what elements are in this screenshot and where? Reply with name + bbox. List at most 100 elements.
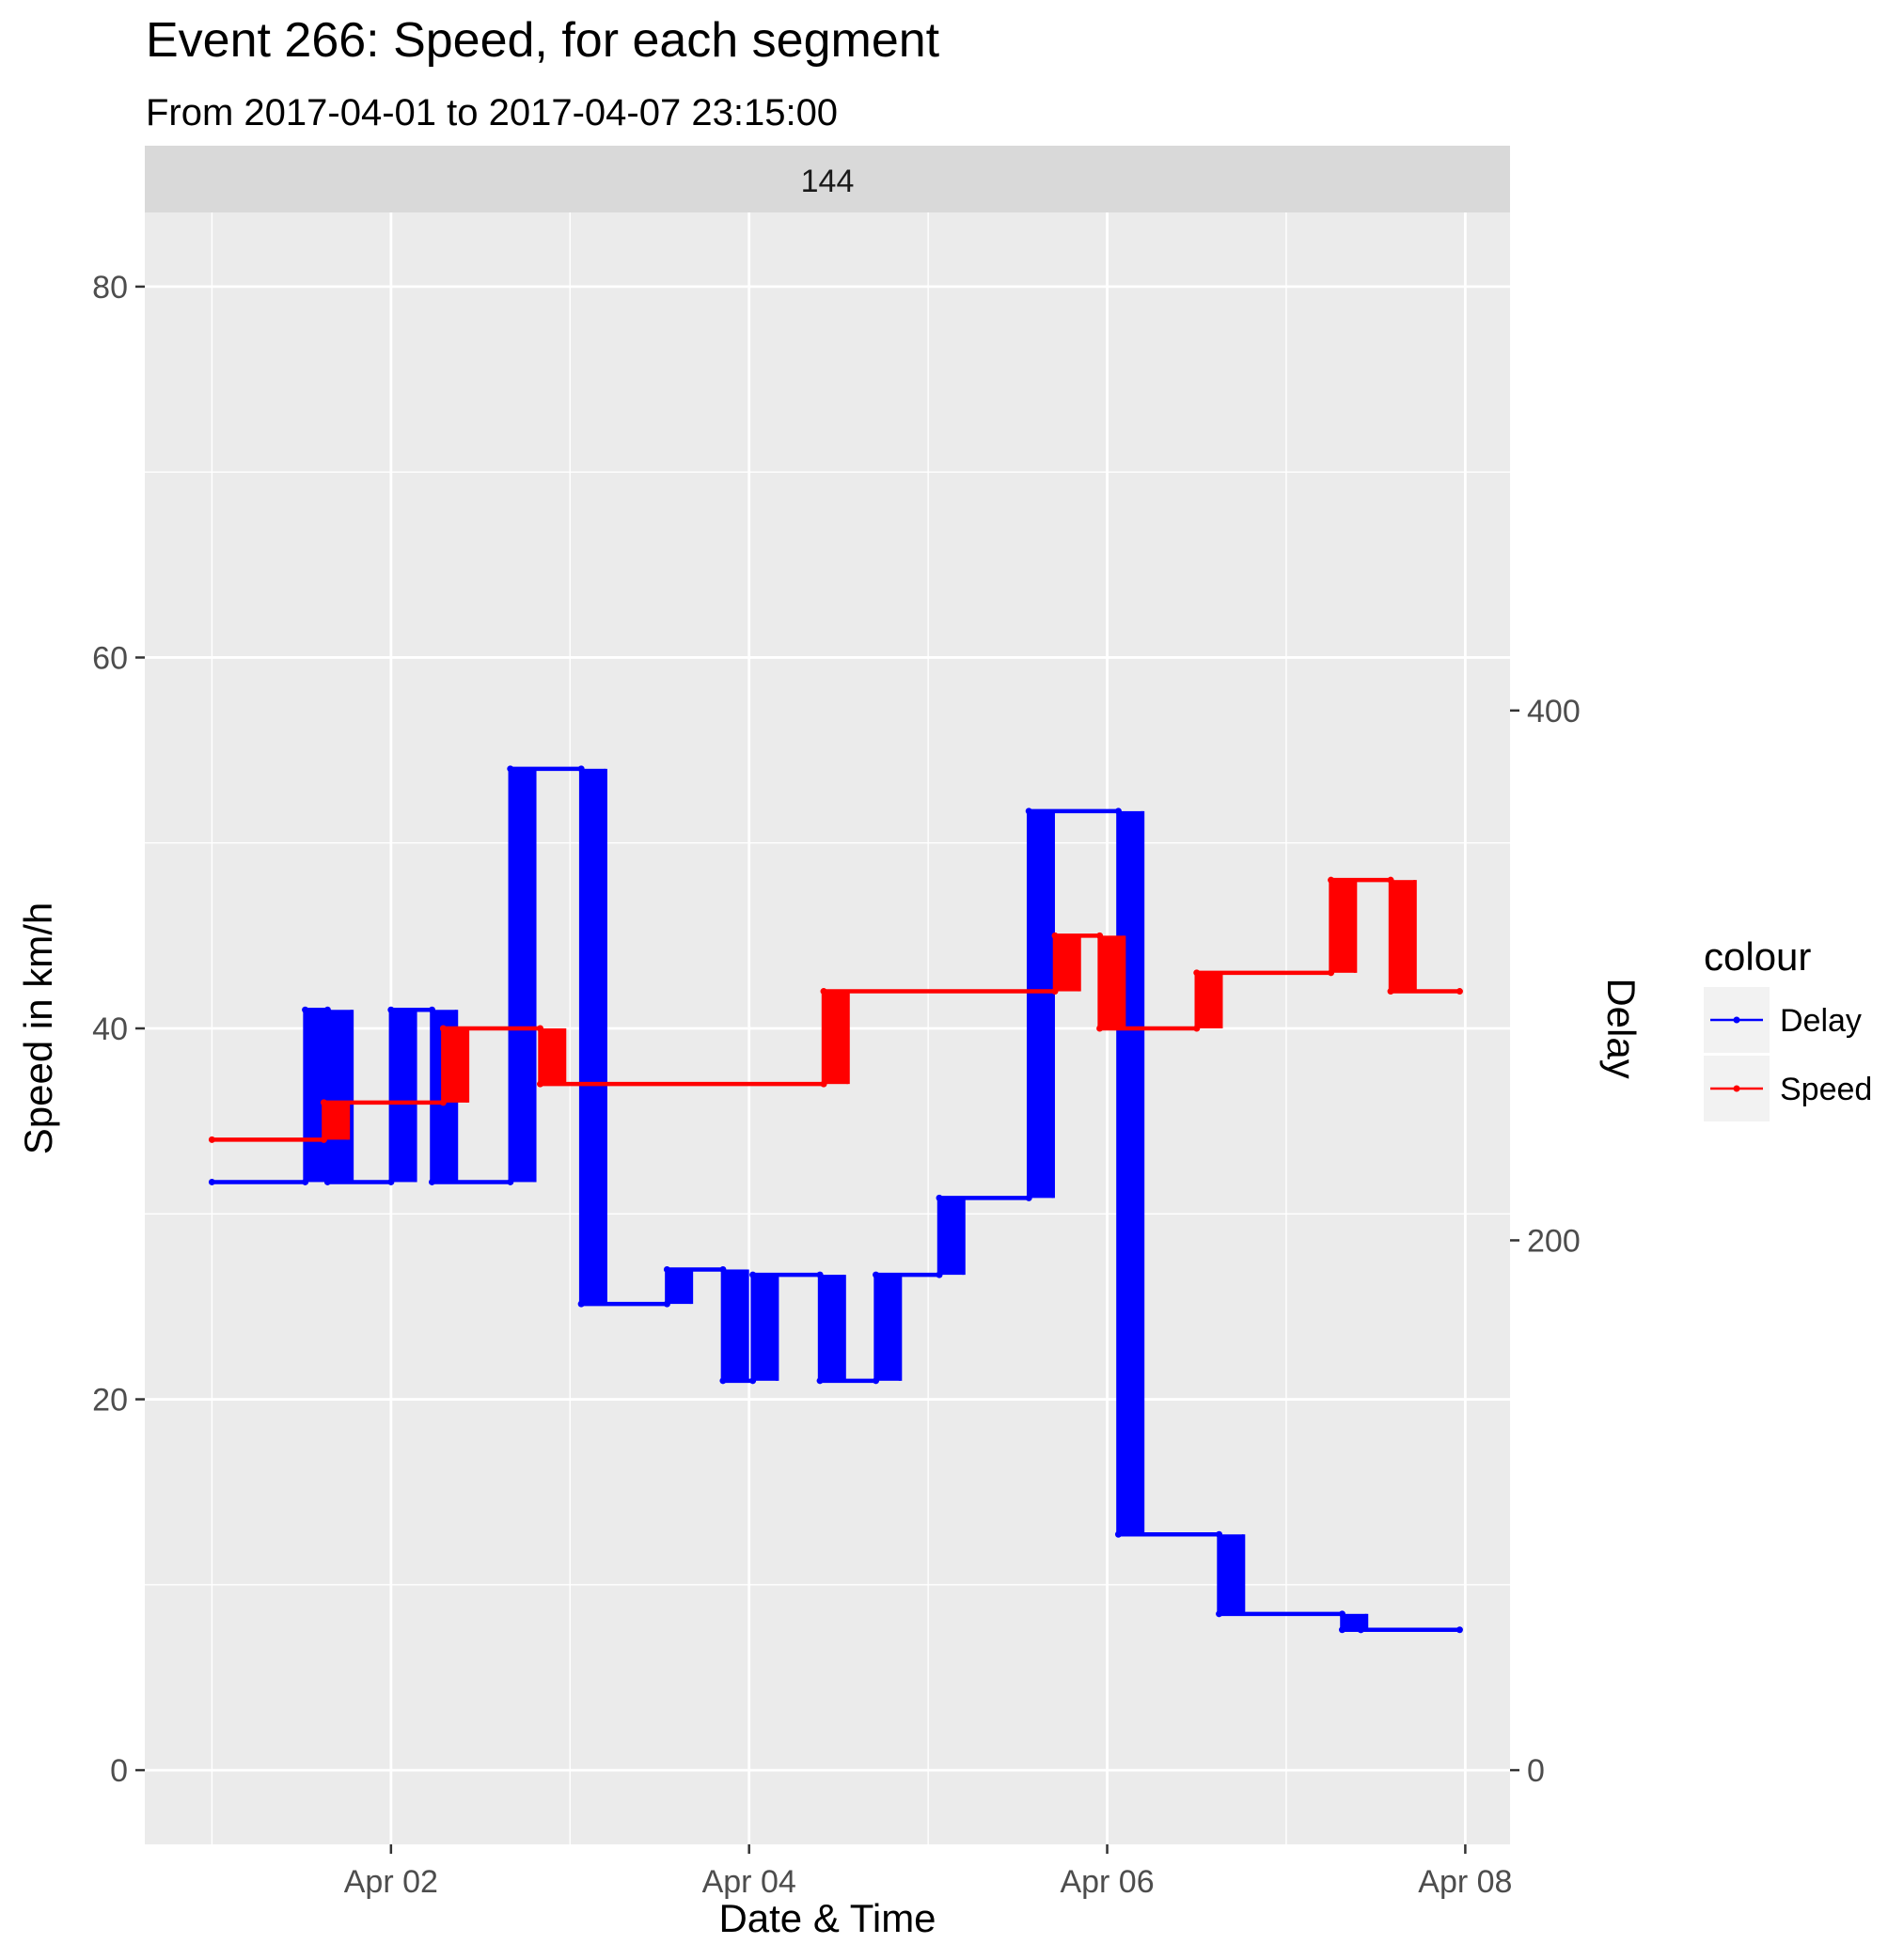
data-point xyxy=(537,1080,544,1088)
data-point xyxy=(439,1099,447,1106)
data-point xyxy=(1338,1626,1345,1634)
data-point xyxy=(302,1178,309,1185)
data-point xyxy=(577,765,585,773)
data-point xyxy=(816,1377,824,1385)
data-point xyxy=(1216,1610,1223,1618)
data-point xyxy=(507,765,514,773)
data-point xyxy=(1338,1610,1345,1618)
data-point xyxy=(428,1006,435,1013)
data-point xyxy=(873,1271,880,1278)
series-transition-band xyxy=(1099,935,1125,1028)
data-point xyxy=(323,1006,331,1013)
data-point xyxy=(1096,1025,1104,1032)
y-tick-label: 60 xyxy=(92,640,128,676)
y2-tick-label: 400 xyxy=(1527,694,1581,729)
x-tick-label: Apr 06 xyxy=(1060,1864,1154,1900)
y-tick-label: 80 xyxy=(92,270,128,306)
data-point xyxy=(323,1178,331,1185)
data-point xyxy=(439,1025,447,1032)
data-point xyxy=(1051,988,1059,996)
legend-key-point xyxy=(1733,1016,1740,1024)
data-point xyxy=(820,1080,827,1088)
series-transition-band xyxy=(323,1102,349,1140)
data-point xyxy=(1193,1025,1201,1032)
series-transition-band xyxy=(1055,935,1079,992)
legend-label: Delay xyxy=(1780,1003,1862,1039)
data-point xyxy=(302,1006,309,1013)
data-point xyxy=(507,1178,514,1185)
data-point xyxy=(1216,1530,1223,1538)
x-axis-label: Date & Time xyxy=(718,1896,936,1940)
series-transition-band xyxy=(667,1269,692,1305)
facet-strip xyxy=(145,146,1510,212)
y-axis-label: Speed in km/h xyxy=(16,902,60,1155)
data-point xyxy=(428,1178,435,1185)
data-point xyxy=(1456,988,1463,996)
data-point xyxy=(1357,1626,1364,1634)
x-tick-label: Apr 02 xyxy=(344,1864,438,1900)
series-transition-band xyxy=(581,768,606,1305)
legend-title: colour xyxy=(1704,934,1811,979)
series-transition-band xyxy=(820,1275,845,1381)
series-transition-band xyxy=(824,991,849,1085)
data-point xyxy=(719,1265,727,1273)
y2-tick-label: 200 xyxy=(1527,1223,1581,1259)
y-tick-label: 0 xyxy=(110,1753,128,1789)
series-transition-band xyxy=(1029,810,1054,1199)
series-transition-band xyxy=(1342,1613,1367,1630)
data-point xyxy=(1114,807,1122,815)
grid-lines xyxy=(145,212,1510,1844)
series-transition-band xyxy=(1219,1534,1244,1614)
data-point xyxy=(387,1006,395,1013)
data-point xyxy=(1387,988,1394,996)
data-point xyxy=(1193,969,1201,977)
data-point xyxy=(208,1136,215,1143)
chart-subtitle: From 2017-04-01 to 2017-04-07 23:15:00 xyxy=(146,92,838,133)
legend-item-delay: Delay xyxy=(1704,987,1862,1053)
y-tick-label: 20 xyxy=(92,1383,128,1419)
data-point xyxy=(1096,932,1104,939)
data-point xyxy=(320,1136,327,1143)
data-point xyxy=(936,1194,943,1201)
series-transition-band xyxy=(1118,810,1143,1535)
x-tick-label: Apr 04 xyxy=(702,1864,796,1900)
legend: colour Delay Speed xyxy=(1704,934,1872,1121)
series-transition-band xyxy=(1196,972,1221,1028)
series-transition-band xyxy=(327,1010,353,1183)
legend-key-point xyxy=(1733,1085,1740,1092)
data-point xyxy=(208,1178,215,1185)
y-axis-right: 0 200 400 xyxy=(1510,694,1581,1789)
y2-tick-label: 0 xyxy=(1527,1753,1545,1789)
data-point xyxy=(1025,1194,1032,1201)
y-tick-label: 40 xyxy=(92,1011,128,1047)
series-transition-band xyxy=(510,768,535,1183)
data-point xyxy=(537,1025,544,1032)
series-transition-band xyxy=(722,1269,747,1381)
data-point xyxy=(1114,1530,1122,1538)
series-transition-band xyxy=(1330,880,1356,973)
series-line xyxy=(212,877,1460,1142)
data-point xyxy=(663,1300,670,1308)
data-point xyxy=(663,1265,670,1273)
data-point xyxy=(749,1271,757,1278)
series-transition-band xyxy=(875,1275,901,1381)
data-point xyxy=(719,1377,727,1385)
data-point xyxy=(387,1178,395,1185)
x-axis: Apr 02 Apr 04 Apr 06 Apr 08 xyxy=(344,1844,1512,1900)
data-series xyxy=(208,765,1463,1634)
data-point xyxy=(1328,876,1335,884)
x-tick-label: Apr 08 xyxy=(1418,1864,1512,1900)
series-speed xyxy=(208,876,1463,1143)
data-point xyxy=(749,1377,757,1385)
data-point xyxy=(1456,1626,1463,1634)
y2-axis-label: Delay xyxy=(1599,978,1644,1078)
data-point xyxy=(936,1271,943,1278)
series-transition-band xyxy=(390,1010,416,1183)
legend-label: Speed xyxy=(1780,1072,1872,1107)
data-point xyxy=(320,1099,327,1106)
data-point xyxy=(1387,876,1394,884)
data-point xyxy=(1051,932,1059,939)
series-transition-band xyxy=(939,1198,965,1276)
data-point xyxy=(1025,807,1032,815)
